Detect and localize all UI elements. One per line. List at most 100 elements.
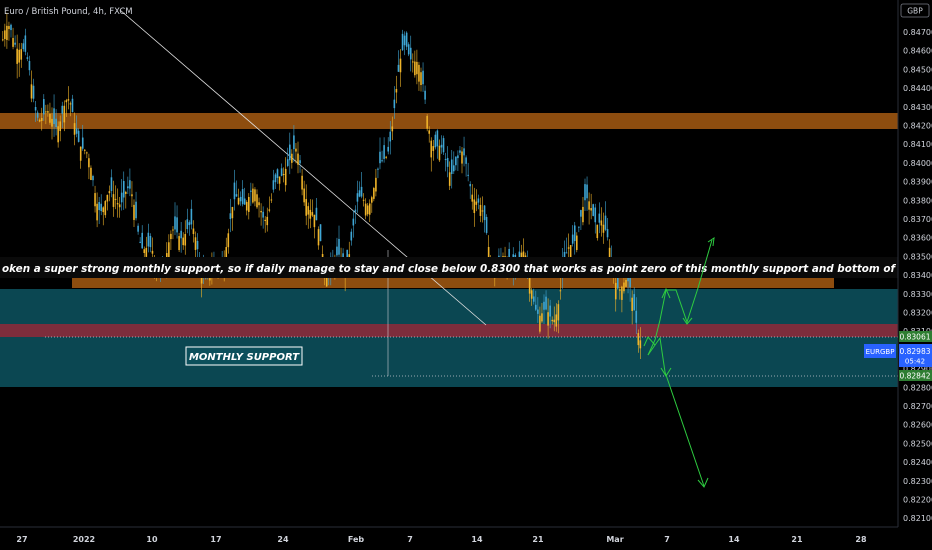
candle-body [553,319,556,323]
candle-body [479,204,482,216]
candle-body [186,219,189,230]
candle-body [629,276,631,288]
candle-body [518,251,521,258]
candle-body [264,219,266,222]
candle-body [137,225,139,232]
candle-body [395,88,398,93]
candle-body [557,304,560,321]
candle-body [272,180,275,190]
candle-body [289,144,291,161]
candle-body [377,168,379,170]
candle-body [55,118,57,128]
candle-body [336,246,338,256]
candle-body [307,206,310,215]
candle-body [129,180,131,189]
candle-body [508,248,510,265]
time-tick-label: 14 [728,535,740,544]
candle-body [582,206,584,223]
candle-body [317,229,320,246]
candle-body [250,190,252,192]
candle-body [547,312,549,326]
candle-body [28,61,31,71]
candle-body [2,39,4,41]
candle-body [96,203,98,221]
arrow-up-head-2 [707,236,715,247]
candle-body [88,158,90,168]
candle-body [196,240,199,250]
candle-body [133,204,135,220]
level-tag-1: 0.83061 [899,333,930,342]
candle-body [38,119,41,122]
candle-body [276,169,279,178]
candle-body [45,111,47,113]
candle-body [258,202,260,206]
candle-body [57,126,59,143]
candle-body [448,172,451,186]
candle-body [106,194,109,202]
candle-body [389,131,392,142]
candle-body [51,118,53,127]
level-tag-2-box [899,370,932,381]
candle-body [75,128,78,134]
candle-body [84,149,86,151]
candle-body [141,232,143,249]
candle-body [434,134,437,148]
candle-body [227,233,230,248]
candle-body [528,277,531,294]
candle-body [428,130,430,134]
candle-body [532,296,535,302]
candle-body [313,214,316,228]
candle-body [541,313,543,322]
candle-body [127,186,129,189]
candle-body [100,203,102,212]
candle-body [266,216,269,226]
candle-body [368,203,371,215]
candle-body [467,174,469,176]
candle-body [446,157,449,167]
candle-body [576,235,578,250]
candle-body [172,229,174,231]
candle-body [122,181,125,198]
arrow-down-head-2 [697,477,709,488]
time-tick-label: 10 [146,535,158,544]
candle-body [139,241,141,243]
candle-body [149,235,152,248]
candle-body [168,242,170,259]
candle-body [36,112,39,118]
candle-body [539,315,541,332]
candle-body [231,206,234,219]
candle-body [588,201,590,210]
candle-body [297,153,299,165]
candle-body [311,212,314,216]
candle-body [457,155,459,159]
candle-body [573,225,576,242]
candle-body [444,159,447,161]
candle-body [487,246,490,264]
candle-body [555,314,558,327]
candle-body [301,175,303,190]
candle-body [469,184,471,187]
candle-body [180,230,182,239]
candle-body [274,174,277,183]
candle-body [621,286,623,300]
currency-box[interactable] [900,3,930,18]
candle-body [412,61,414,63]
candle-body [184,234,187,246]
candle-body [243,198,246,205]
candle-body [63,105,66,123]
candle-body [619,289,621,291]
candle-body [295,148,297,152]
candle-body [606,229,609,238]
candle-body [567,247,570,249]
candle-body [463,148,465,156]
